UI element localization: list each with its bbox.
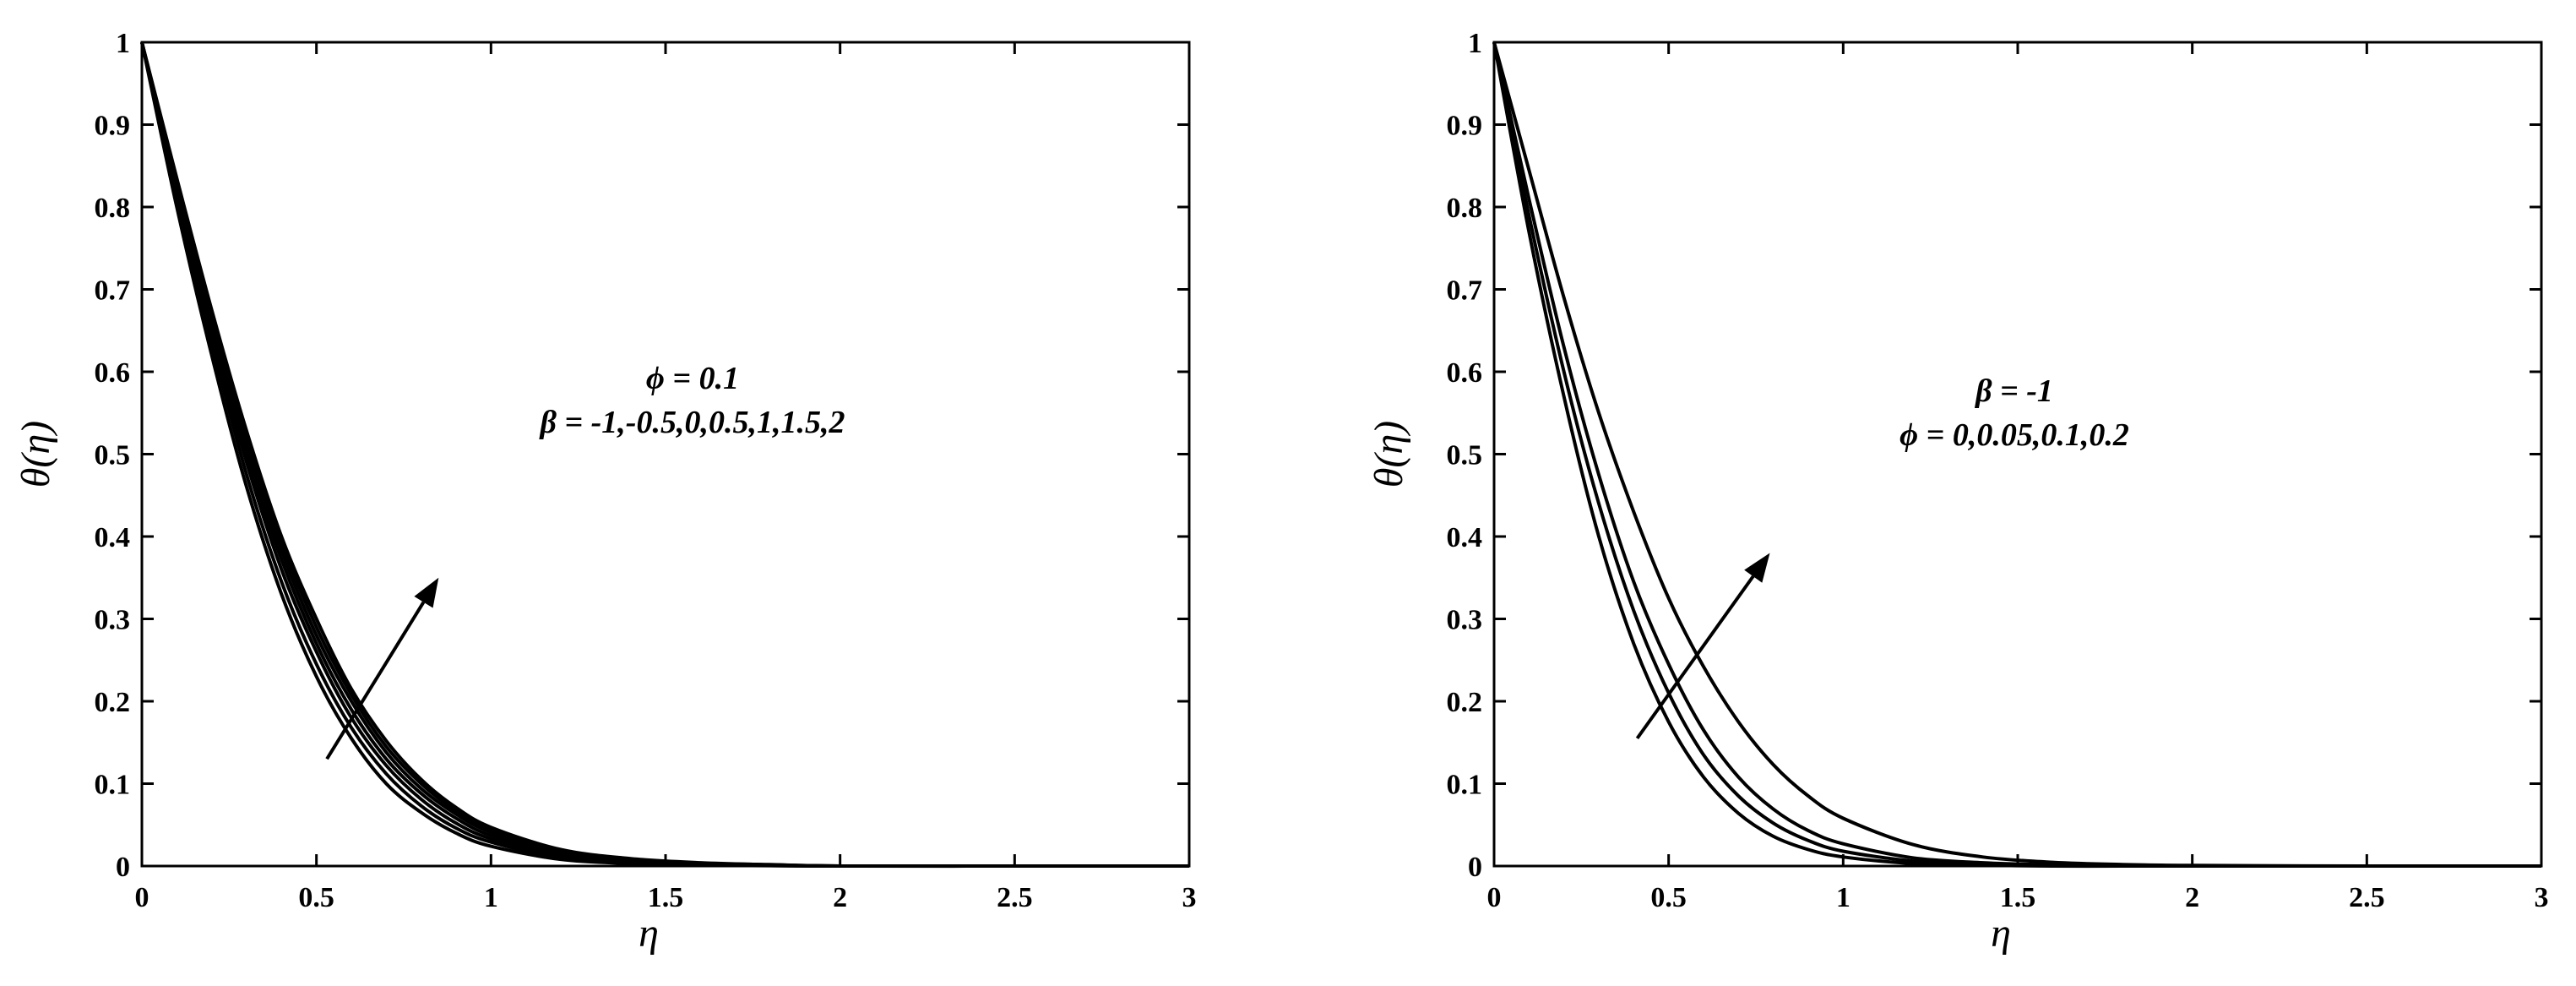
- y-tick-label: 0.9: [95, 111, 131, 142]
- y-tick-label: 0.6: [95, 357, 131, 389]
- annotation-text: ϕ = 0.1: [646, 361, 739, 396]
- series-line: [140, 41, 1189, 869]
- series-line: [140, 41, 1189, 869]
- series-line: [140, 41, 1189, 869]
- x-tick-label: 1.5: [2000, 882, 2036, 913]
- y-axis-label: θ(η): [14, 421, 58, 488]
- arrow-head: [414, 577, 439, 608]
- series-line: [140, 41, 1189, 869]
- y-tick-label: 0.3: [1447, 605, 1483, 636]
- y-tick-label: 0.1: [1447, 770, 1483, 801]
- y-tick-label: 0.6: [1447, 357, 1483, 389]
- x-tick-label: 1: [484, 882, 498, 913]
- y-tick-label: 0.3: [95, 605, 131, 636]
- plot-frame: [1492, 41, 2543, 868]
- y-tick-label: 0.8: [95, 193, 131, 224]
- series-line: [1492, 41, 2542, 869]
- x-tick-label: 1: [1836, 882, 1850, 913]
- y-axis-label: θ(η): [1367, 421, 1411, 488]
- series-line: [140, 41, 1189, 869]
- plot-frame: [140, 41, 1191, 868]
- chart-panel-left: 0 0.5 1 1.5 2 2.5 3 0 0.1 0.2 0.3 0.4 0.5 0.6 0.7 0.8 0.…: [14, 28, 1197, 956]
- annotation-text: β = -1,-0.5,0,0.5,1,1.5,2: [539, 405, 845, 440]
- y-tick-label: 0.5: [1447, 440, 1483, 471]
- x-tick-label: 0: [1487, 882, 1502, 913]
- arrow-shaft: [1635, 575, 1755, 740]
- x-tick-label: 1.5: [648, 882, 684, 913]
- y-tick-label: 0.5: [95, 440, 131, 471]
- y-tick-label: 0.2: [1447, 687, 1483, 718]
- annotation-text: β = -1: [1974, 373, 2053, 409]
- x-tick-label: 0: [135, 882, 149, 913]
- y-tick-label: 0.1: [95, 770, 131, 801]
- series-line: [1492, 41, 2541, 869]
- x-tick-label: 2.5: [997, 882, 1033, 913]
- y-tick-label: 0.4: [95, 522, 131, 553]
- arrow-head: [1744, 553, 1770, 583]
- x-tick-label: 2: [833, 882, 847, 913]
- chart-panel-right: 0 0.5 1 1.5 2 2.5 3 0 0.1 0.2 0.3 0.4 0.5 0.6 0.7 0.8 0.…: [1367, 28, 2549, 956]
- series-line: [1492, 41, 2541, 869]
- y-tick-label: 0.2: [95, 687, 131, 718]
- x-tick-label: 2.5: [2349, 882, 2385, 913]
- x-tick-label: 2: [2185, 882, 2199, 913]
- y-tick-label: 1: [116, 28, 130, 59]
- y-tick-label: 1: [1468, 28, 1482, 59]
- y-tick-label: 0.4: [1447, 522, 1483, 553]
- y-tick-label: 0.8: [1447, 193, 1483, 224]
- x-axis-label: η: [639, 911, 659, 956]
- y-tick-label: 0: [1468, 852, 1482, 883]
- arrow-shaft: [325, 601, 426, 760]
- x-axis-label: η: [1991, 911, 2011, 956]
- x-tick-label: 0.5: [1650, 882, 1687, 913]
- y-tick-label: 0.9: [1447, 111, 1483, 142]
- y-tick-label: 0.7: [1447, 275, 1483, 307]
- x-tick-label: 0.5: [298, 882, 334, 913]
- x-tick-label: 3: [2535, 882, 2549, 913]
- series-line: [140, 41, 1189, 869]
- y-tick-label: 0: [116, 852, 130, 883]
- annotation-text: ϕ = 0,0.05,0.1,0.2: [1899, 417, 2129, 453]
- series-line: [1492, 41, 2541, 869]
- series-line: [140, 41, 1189, 869]
- x-tick-label: 3: [1182, 882, 1197, 913]
- y-tick-label: 0.7: [95, 275, 131, 307]
